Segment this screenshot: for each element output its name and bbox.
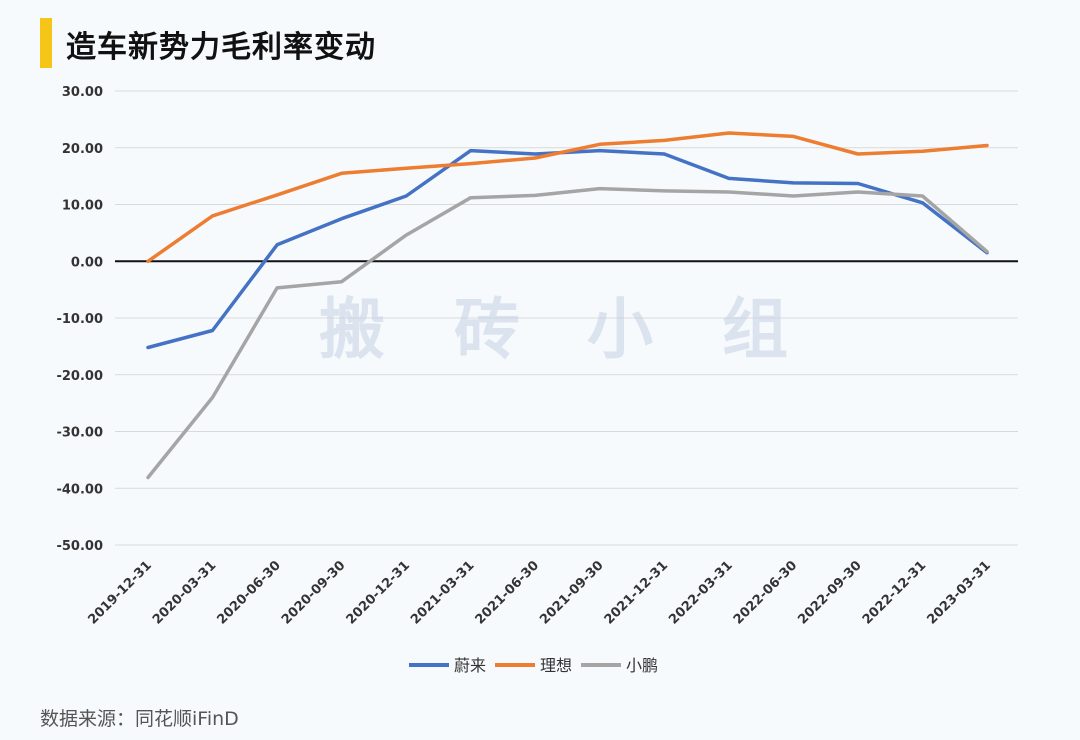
x-tick-label: 2019-12-31 — [85, 558, 154, 627]
x-tick-label: 2020-06-30 — [214, 558, 283, 627]
y-tick-label: -10.00 — [56, 312, 103, 327]
y-tick-label: -50.00 — [56, 539, 103, 554]
y-axis-ticks: 30.00 20.00 10.00 0.00 -10.00 -20.00 -30.00 -40… — [56, 85, 103, 554]
y-tick-label: 20.00 — [62, 142, 103, 157]
legend: 蔚来 理想 小鹏 — [409, 656, 658, 675]
watermark-char: 组 — [722, 291, 788, 368]
x-tick-label: 2020-03-31 — [150, 558, 219, 627]
x-tick-label: 2021-06-30 — [473, 558, 542, 627]
watermark-char: 小 — [587, 291, 653, 368]
x-tick-label: 2023-03-31 — [924, 558, 993, 627]
x-tick-label: 2022-09-30 — [795, 558, 864, 627]
x-tick-label: 2022-12-31 — [860, 558, 929, 627]
y-tick-label: 10.00 — [62, 199, 103, 214]
page-title: 造车新势力毛利率变动 — [66, 30, 376, 65]
data-source-note: 数据来源：同花顺iFinD — [40, 708, 239, 730]
x-axis-ticks: 2019-12-312020-03-312020-06-302020-09-30… — [85, 558, 993, 627]
y-tick-label: -40.00 — [56, 482, 103, 497]
gridlines — [115, 90, 1018, 546]
x-tick-label: 2021-03-31 — [408, 558, 477, 627]
x-tick-label: 2020-09-30 — [279, 558, 348, 627]
title-accent-bar — [40, 18, 52, 68]
series-line-2 — [146, 186, 989, 480]
y-tick-label: 30.00 — [62, 85, 103, 100]
x-tick-label: 2020-12-31 — [344, 558, 413, 627]
x-tick-label: 2021-09-30 — [537, 558, 606, 627]
series-line-1 — [146, 131, 989, 264]
legend-label: 蔚来 — [454, 656, 486, 675]
x-tick-label: 2022-06-30 — [731, 558, 800, 627]
y-tick-label: -20.00 — [56, 369, 103, 384]
legend-label: 小鹏 — [626, 656, 658, 675]
y-tick-label: 0.00 — [71, 255, 103, 270]
y-tick-label: -30.00 — [56, 426, 103, 441]
x-tick-label: 2022-03-31 — [666, 558, 735, 627]
watermark-char: 砖 — [454, 291, 520, 368]
legend-label: 理想 — [540, 656, 572, 675]
watermark: 搬砖小组 — [319, 291, 788, 368]
watermark-char: 搬 — [319, 291, 385, 368]
series-lines — [146, 131, 989, 480]
x-tick-label: 2021-12-31 — [602, 558, 671, 627]
